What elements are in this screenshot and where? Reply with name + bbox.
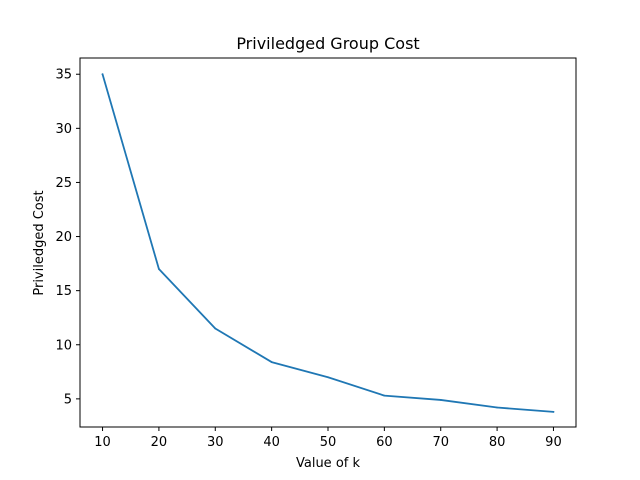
y-tick-label: 35 <box>55 68 72 83</box>
x-tick-label: 90 <box>545 435 562 450</box>
y-axis: 5 10 15 20 25 30 35 <box>55 68 80 407</box>
x-tick-label: 20 <box>151 435 168 450</box>
y-tick-label: 20 <box>55 230 72 245</box>
y-tick-label: 30 <box>55 122 72 137</box>
x-tick-label: 10 <box>94 435 111 450</box>
series-layer <box>101 73 555 413</box>
x-tick-label: 80 <box>489 435 506 450</box>
plot-area <box>79 57 577 428</box>
x-tick-label: 50 <box>320 435 337 450</box>
data-point <box>270 361 273 363</box>
x-axis-label: Value of k <box>296 456 360 471</box>
x-tick-label: 60 <box>376 435 393 450</box>
data-point <box>158 268 160 270</box>
data-point <box>439 399 442 401</box>
data-point <box>496 406 498 409</box>
data-point <box>327 376 329 379</box>
data-point <box>101 73 104 76</box>
chart-title: Priviledged Group Cost <box>236 34 419 53</box>
y-tick-label: 15 <box>55 284 72 299</box>
y-tick-label: 10 <box>55 338 72 353</box>
y-tick-label: 5 <box>64 392 72 407</box>
x-tick-label: 40 <box>263 435 280 450</box>
y-axis-label: Priviledged Cost <box>32 190 47 295</box>
data-point <box>552 410 555 413</box>
x-tick-label: 70 <box>432 435 449 450</box>
x-tick-label: 30 <box>207 435 224 450</box>
x-axis: 10 20 30 40 50 60 70 80 90 <box>94 427 562 450</box>
y-tick-label: 25 <box>55 176 72 191</box>
data-point <box>383 394 386 397</box>
data-point <box>214 327 217 330</box>
series-line-0 <box>101 73 555 413</box>
